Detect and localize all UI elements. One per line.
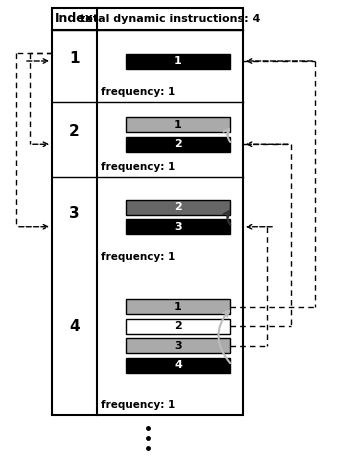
Text: 4: 4	[174, 360, 182, 370]
Text: 4: 4	[69, 319, 80, 334]
Text: 3: 3	[174, 341, 182, 351]
Bar	[126, 219, 230, 234]
Text: 3: 3	[174, 222, 182, 232]
FancyArrowPatch shape	[219, 310, 230, 363]
Text: 2: 2	[174, 139, 182, 149]
Text: 1: 1	[69, 51, 80, 67]
Bar	[126, 338, 230, 353]
Text: frequency: 1: frequency: 1	[101, 252, 175, 262]
FancyArrowPatch shape	[224, 129, 230, 142]
Text: 2: 2	[174, 202, 182, 212]
Text: 2: 2	[174, 321, 182, 331]
Text: frequency: 1: frequency: 1	[101, 87, 175, 97]
Text: frequency: 1: frequency: 1	[101, 400, 175, 410]
Bar	[126, 137, 230, 152]
Bar	[52, 8, 243, 415]
Text: 1: 1	[174, 120, 182, 130]
Bar	[126, 319, 230, 334]
FancyArrowPatch shape	[224, 211, 230, 225]
Bar	[126, 358, 230, 373]
Text: 1: 1	[174, 302, 182, 312]
Text: frequency: 1: frequency: 1	[101, 162, 175, 172]
Text: Index: Index	[55, 12, 94, 25]
Text: total dynamic instructions: 4: total dynamic instructions: 4	[80, 14, 260, 24]
Bar	[126, 54, 230, 68]
Bar	[126, 299, 230, 314]
Text: 3: 3	[69, 206, 80, 220]
Text: 1: 1	[174, 56, 182, 66]
Text: 2: 2	[69, 124, 80, 140]
Bar	[126, 200, 230, 215]
Bar	[126, 117, 230, 132]
